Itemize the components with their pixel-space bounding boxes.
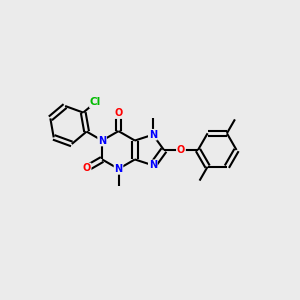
Text: N: N (149, 160, 157, 170)
Text: O: O (114, 108, 123, 118)
Text: O: O (82, 164, 91, 173)
Text: Cl: Cl (90, 97, 101, 107)
Text: N: N (98, 136, 106, 146)
Text: O: O (177, 145, 185, 155)
Text: N: N (114, 164, 123, 174)
Text: N: N (149, 130, 157, 140)
